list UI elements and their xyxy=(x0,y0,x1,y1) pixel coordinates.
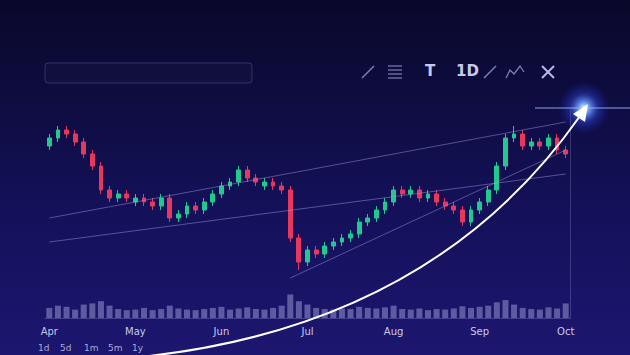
svg-text:Oct: Oct xyxy=(557,326,574,337)
svg-text:Sep: Sep xyxy=(470,326,489,337)
svg-text:May: May xyxy=(125,326,146,337)
svg-text:Jun: Jun xyxy=(213,326,230,337)
svg-text:1m: 1m xyxy=(84,343,99,353)
svg-text:T: T xyxy=(425,62,436,80)
svg-text:Jul: Jul xyxy=(300,326,313,337)
svg-text:1y: 1y xyxy=(132,343,144,353)
svg-text:Apr: Apr xyxy=(41,326,59,337)
svg-text:1D: 1D xyxy=(456,62,479,80)
svg-text:5d: 5d xyxy=(60,343,71,353)
svg-text:Aug: Aug xyxy=(384,326,404,337)
svg-text:5m: 5m xyxy=(108,343,123,353)
svg-text:1d: 1d xyxy=(38,343,49,353)
